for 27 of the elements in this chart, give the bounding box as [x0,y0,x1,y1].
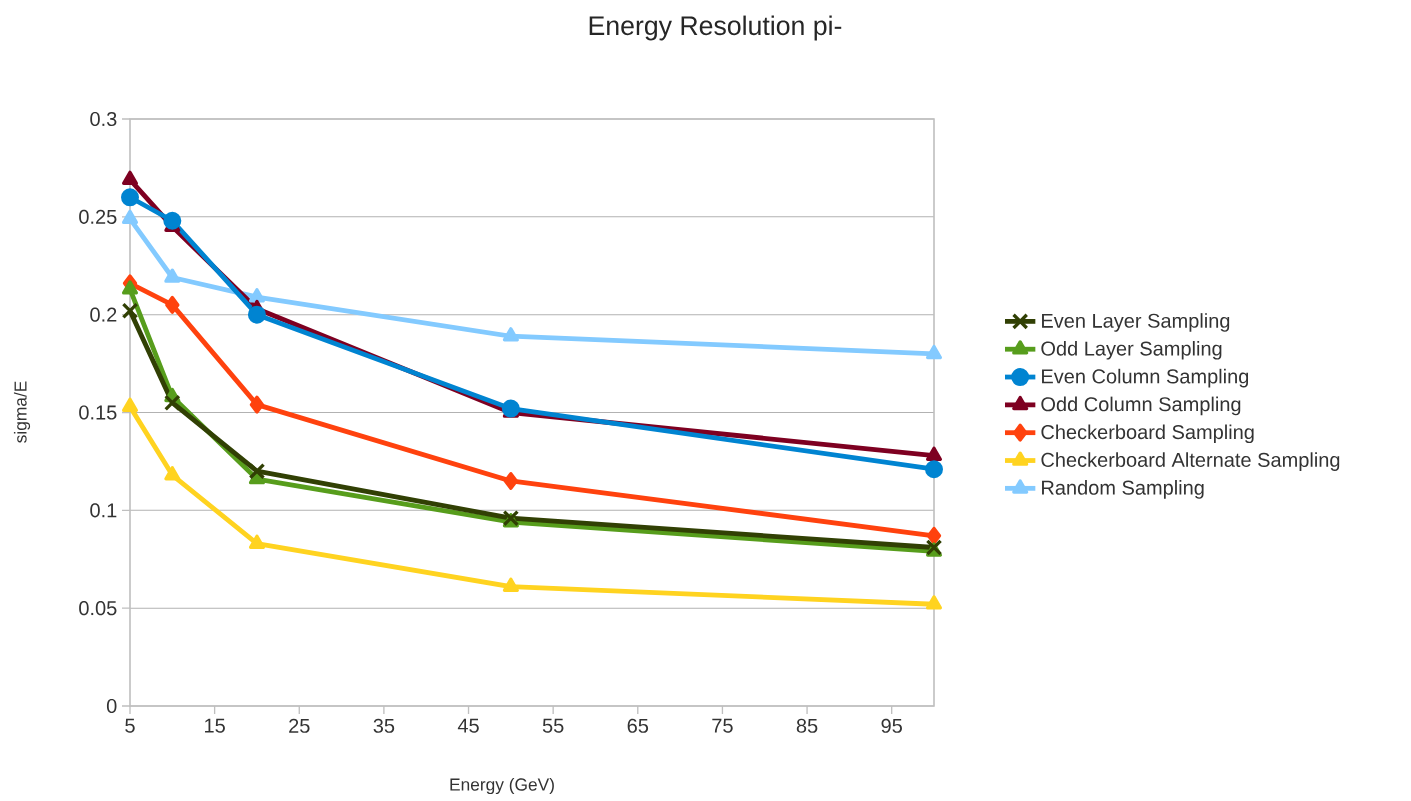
x-axis-title: Energy (GeV) [450,777,554,795]
y-tick-label: 0.3 [90,111,117,127]
x-tick-label: 55 [542,718,564,733]
y-tick-label: 0.1 [90,503,117,518]
y-tick-label: 0.15 [79,405,117,420]
legend-label: Even Layer Sampling [1042,313,1230,332]
x-tick-label: 75 [712,718,733,733]
legend-label: Odd Layer Sampling [1041,340,1222,360]
y-tick-label: 0.05 [79,601,117,616]
x-tick-label: 35 [373,718,395,733]
legend-label: Checkerboard Sampling [1041,424,1254,444]
legend-label: Odd Column Sampling [1041,396,1241,416]
x-tick-label: 65 [627,718,649,733]
y-axis-title: sigma/E [13,381,31,443]
legend-label: Checkerboard Alternate Sampling [1041,452,1340,471]
x-tick-label: 15 [205,718,225,733]
y-tick-label: 0.25 [79,209,117,224]
chart-title: Energy Resolution pi- [589,15,842,41]
x-tick-label: 5 [125,718,135,733]
x-tick-label: 95 [881,718,902,733]
y-tick-label: 0 [106,698,117,714]
x-tick-label: 25 [289,718,310,733]
legend-label: Random Sampling [1042,480,1204,499]
y-tick-label: 0.2 [90,307,117,322]
legend-label: Even Column Sampling [1042,368,1249,388]
x-tick-label: 85 [796,718,818,733]
x-tick-label: 45 [457,718,479,733]
